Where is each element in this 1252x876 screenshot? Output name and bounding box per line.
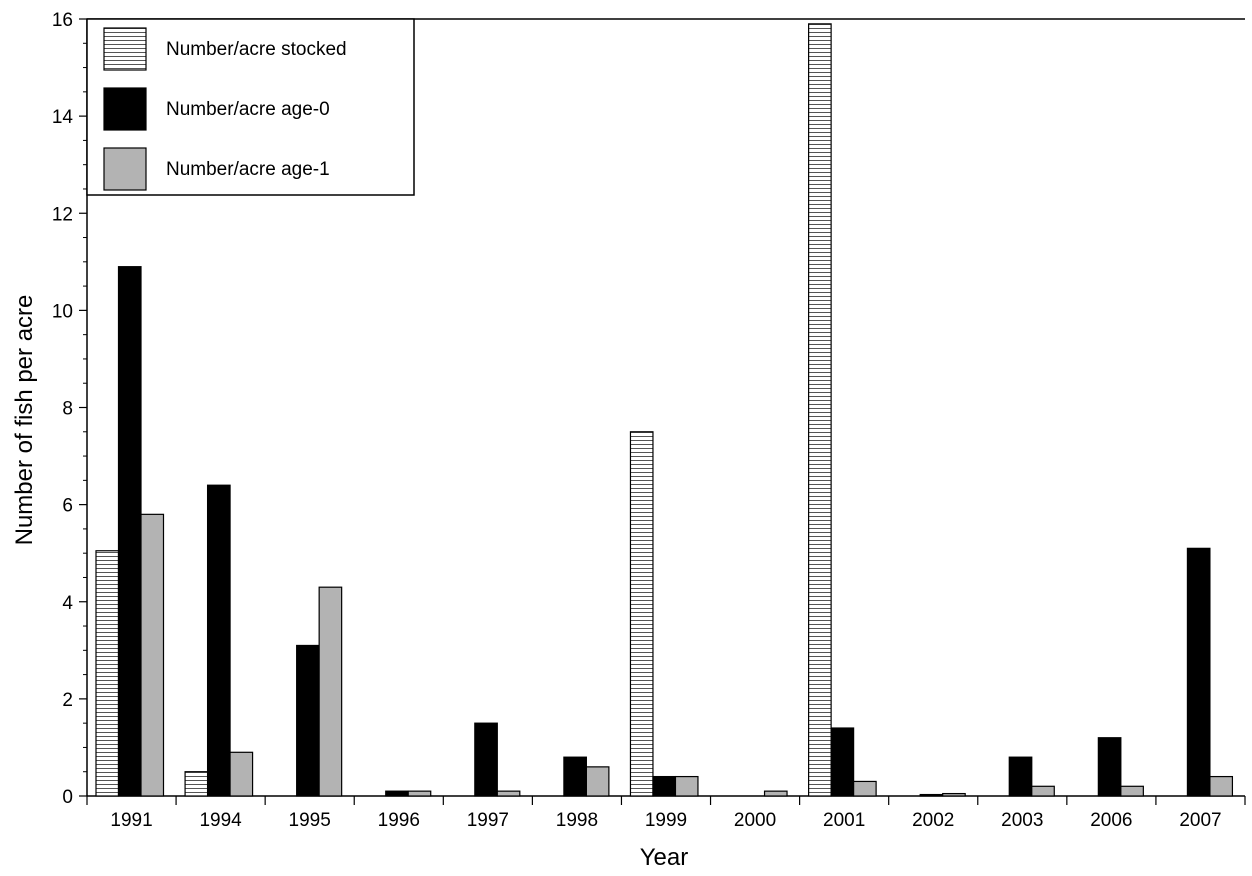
bar bbox=[808, 23, 832, 797]
bar bbox=[1008, 756, 1033, 797]
bar bbox=[652, 775, 677, 797]
bar bbox=[474, 722, 498, 797]
bar bbox=[585, 766, 610, 797]
x-tick-label: 2000 bbox=[734, 810, 776, 831]
bar bbox=[1031, 785, 1055, 797]
bar bbox=[95, 550, 120, 797]
bar bbox=[942, 792, 966, 797]
legend-swatch bbox=[103, 27, 147, 71]
y-tick-label: 12 bbox=[52, 204, 73, 225]
y-axis-title: Number of fish per acre bbox=[11, 295, 38, 546]
bar bbox=[830, 727, 855, 797]
y-tick-label: 10 bbox=[52, 301, 73, 322]
x-tick-label: 1997 bbox=[467, 810, 509, 831]
x-tick-label: 2003 bbox=[1001, 810, 1043, 831]
x-tick-label: 1998 bbox=[556, 810, 598, 831]
legend: Number/acre stocked Number/acre age-0 Numb… bbox=[86, 18, 415, 196]
x-tick-label: 1995 bbox=[289, 810, 331, 831]
x-tick-label: 2006 bbox=[1090, 810, 1132, 831]
bar bbox=[496, 790, 521, 797]
x-axis-title: Year bbox=[640, 844, 689, 871]
bar bbox=[674, 775, 699, 797]
legend-label: Number/acre age-1 bbox=[166, 159, 330, 180]
bar bbox=[919, 793, 944, 797]
bar bbox=[140, 513, 165, 797]
y-axis: 0 2 4 6 8 10 12 14 16 bbox=[52, 10, 87, 808]
bar bbox=[184, 771, 209, 797]
y-tick-label: 2 bbox=[62, 690, 73, 711]
legend-label: Number/acre stocked bbox=[166, 39, 347, 60]
y-tick-label: 4 bbox=[62, 593, 73, 614]
bar bbox=[629, 431, 654, 797]
x-tick-label: 2001 bbox=[823, 810, 865, 831]
bar bbox=[563, 756, 587, 797]
y-tick-label: 8 bbox=[62, 399, 73, 420]
bar bbox=[318, 586, 343, 797]
bar bbox=[1209, 775, 1234, 797]
bar bbox=[763, 790, 788, 797]
legend-swatch bbox=[103, 147, 147, 191]
bar bbox=[407, 790, 432, 797]
x-tick-label: 1999 bbox=[645, 810, 687, 831]
x-axis: 1991 1994 1995 1996 1997 1998 1999 2000 2001 2002… bbox=[86, 796, 1246, 831]
y-tick-label: 14 bbox=[52, 107, 74, 128]
x-tick-label: 1991 bbox=[110, 810, 152, 831]
x-tick-label: 2007 bbox=[1179, 810, 1221, 831]
bar bbox=[296, 644, 320, 797]
bar bbox=[1186, 547, 1211, 797]
bar bbox=[117, 266, 142, 797]
legend-swatch bbox=[103, 87, 147, 131]
x-tick-label: 1994 bbox=[199, 810, 242, 831]
y-tick-label: 16 bbox=[52, 10, 73, 31]
bar bbox=[229, 751, 254, 797]
bar bbox=[1120, 785, 1144, 797]
y-tick-label: 6 bbox=[62, 496, 73, 517]
bar bbox=[206, 484, 231, 797]
x-tick-label: 1996 bbox=[378, 810, 420, 831]
legend-label: Number/acre age-0 bbox=[166, 99, 330, 120]
y-tick-label: 0 bbox=[62, 787, 73, 808]
bar bbox=[385, 790, 409, 797]
bars bbox=[95, 23, 1234, 797]
bar bbox=[853, 780, 877, 797]
x-tick-label: 2002 bbox=[912, 810, 954, 831]
bar bbox=[1097, 737, 1122, 797]
